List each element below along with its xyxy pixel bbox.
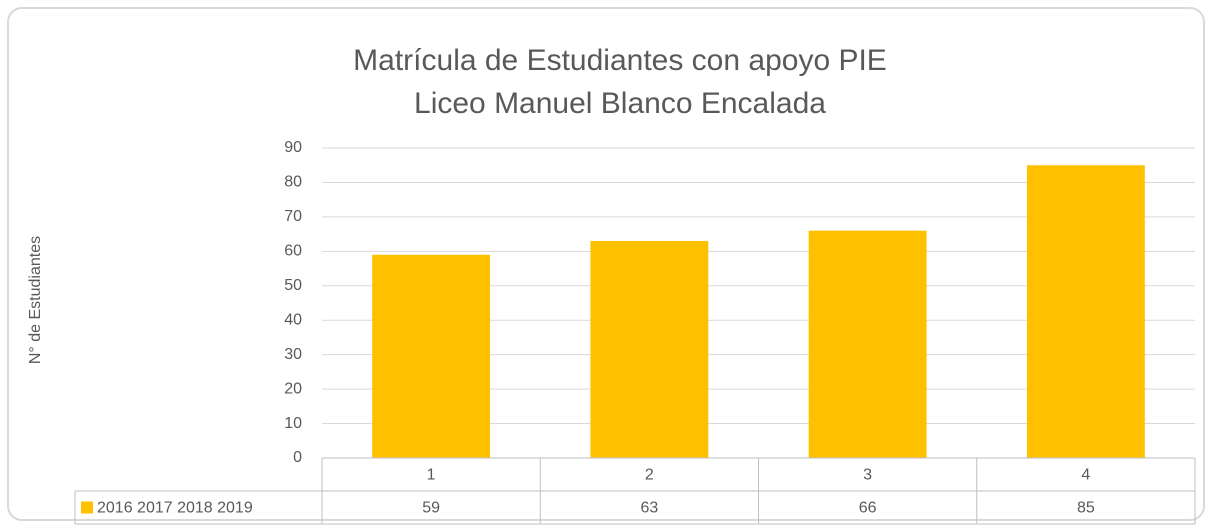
y-tick-label: 30 [284, 346, 302, 363]
y-tick-label: 90 [284, 139, 302, 156]
bar [808, 230, 927, 458]
y-tick-label: 70 [284, 208, 302, 225]
chart-title: Matrícula de Estudiantes con apoyo PIE [353, 44, 887, 77]
legend-label: 2016 2017 2018 2019 [97, 500, 253, 517]
y-tick-label: 60 [284, 243, 302, 260]
bar [1026, 165, 1145, 458]
y-tick-label: 20 [284, 380, 302, 397]
x-tick-label: 2 [645, 467, 654, 484]
y-tick-label: 0 [293, 449, 302, 466]
y-tick-label: 80 [284, 174, 302, 191]
y-tick-label: 50 [284, 277, 302, 294]
chart-subtitle: Liceo Manuel Blanco Encalada [414, 87, 826, 120]
table-value: 59 [422, 500, 440, 517]
legend-key [81, 501, 93, 514]
y-tick-label: 10 [284, 415, 302, 432]
table-value: 66 [859, 500, 877, 517]
y-axis-label: N° de Estudiantes [27, 236, 44, 364]
x-tick-label: 1 [427, 467, 436, 484]
bar [372, 254, 491, 458]
bar [590, 241, 709, 458]
x-tick-label: 3 [863, 467, 872, 484]
y-tick-label: 40 [284, 311, 302, 328]
x-tick-label: 4 [1081, 467, 1090, 484]
table-value: 85 [1077, 500, 1095, 517]
table-value: 63 [640, 500, 658, 517]
